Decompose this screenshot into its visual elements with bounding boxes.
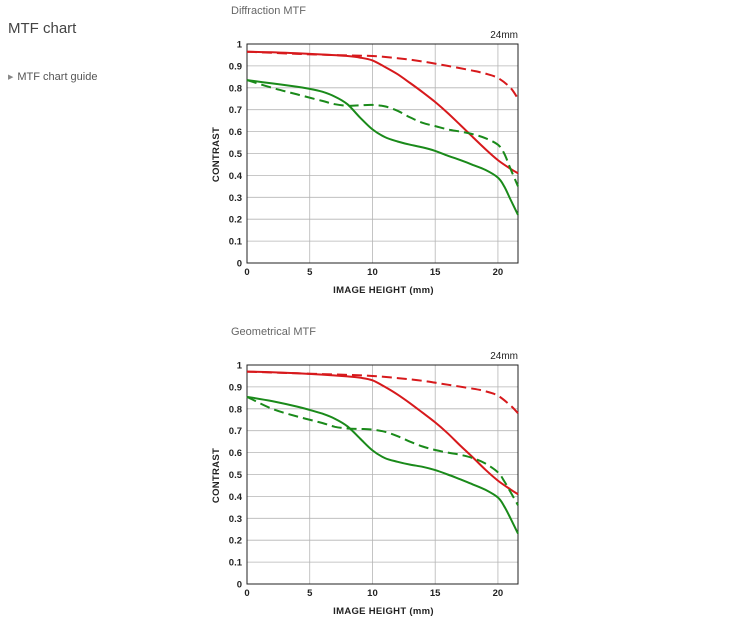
y-tick-label: 0.4 — [229, 492, 243, 503]
x-tick-label: 10 — [367, 588, 378, 599]
y-axis-title: CONTRAST — [211, 127, 222, 182]
x-tick-label: 15 — [430, 267, 441, 278]
x-axis-title: IMAGE HEIGHT (mm) — [333, 606, 434, 617]
y-tick-label: 0.3 — [229, 514, 242, 525]
triangle-right-icon: ▶ — [8, 74, 14, 81]
y-tick-label: 0 — [237, 259, 242, 270]
focal-length-label: 24mm — [490, 351, 518, 362]
x-tick-label: 0 — [244, 267, 249, 278]
chart-title-diffraction: Diffraction MTF — [231, 5, 306, 17]
y-tick-label: 0.9 — [229, 61, 242, 72]
x-tick-label: 10 — [367, 267, 378, 278]
plot-frame — [246, 364, 519, 585]
mtf-chart-geometrical: 00.10.20.30.40.50.60.70.80.910 5 10 15 20IMA… — [211, 351, 519, 617]
mtf-series-line-3 — [246, 395, 519, 535]
y-tick-label: 0.1 — [229, 558, 243, 569]
plot-frame — [246, 43, 519, 264]
mtf-series-line-4 — [246, 395, 519, 506]
x-tick-label: 20 — [493, 267, 504, 278]
y-tick-label: 0.5 — [229, 149, 243, 160]
y-tick-label: 0.1 — [229, 237, 243, 248]
mtf-guide-link-label: MTF chart guide — [17, 71, 98, 83]
mtf-series-line-4 — [246, 79, 519, 187]
x-tick-label: 20 — [493, 588, 504, 599]
grid-lines — [246, 43, 518, 264]
y-tick-label: 0.9 — [229, 382, 242, 393]
mtf-series-line-2 — [246, 370, 519, 414]
mtf-series-line-2 — [246, 50, 519, 100]
y-tick-label: 1 — [237, 361, 243, 372]
focal-length-label: 24mm — [490, 30, 518, 41]
y-tick-label: 0.4 — [229, 171, 243, 182]
y-tick-label: 0.2 — [229, 536, 242, 547]
x-axis-title: IMAGE HEIGHT (mm) — [333, 285, 434, 296]
y-tick-label: 0.8 — [229, 404, 242, 415]
y-axis-title: CONTRAST — [211, 448, 222, 503]
y-tick-label: 0.8 — [229, 83, 242, 94]
x-tick-label: 5 — [307, 588, 313, 599]
mtf-series-line-3 — [246, 79, 519, 216]
x-tick-label: 0 — [244, 588, 249, 599]
mtf-chart-diffraction: 00.10.20.30.40.50.60.70.80.910 5 10 15 20IMA… — [211, 30, 519, 296]
y-tick-label: 0.7 — [229, 105, 242, 116]
y-tick-label: 0 — [237, 580, 242, 591]
y-tick-label: 0.6 — [229, 448, 242, 459]
page-title: MTF chart — [8, 20, 77, 37]
x-tick-label: 5 — [307, 267, 313, 278]
y-tick-label: 0.2 — [229, 215, 242, 226]
y-tick-label: 1 — [237, 40, 243, 51]
y-tick-label: 0.6 — [229, 127, 242, 138]
y-tick-label: 0.7 — [229, 426, 242, 437]
y-tick-label: 0.3 — [229, 193, 242, 204]
chart-title-geometrical: Geometrical MTF — [231, 326, 316, 338]
y-tick-label: 0.5 — [229, 470, 243, 481]
mtf-series-line-1 — [246, 50, 519, 175]
mtf-guide-link[interactable]: ▶ MTF chart guide — [8, 71, 97, 83]
grid-lines — [246, 364, 518, 585]
x-tick-label: 15 — [430, 588, 441, 599]
